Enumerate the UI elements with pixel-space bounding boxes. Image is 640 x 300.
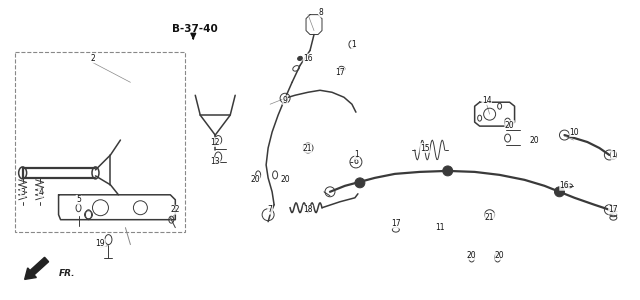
Text: B-37-40: B-37-40 [172, 24, 218, 34]
Text: 6: 6 [353, 158, 358, 166]
Text: 16: 16 [303, 54, 313, 63]
Text: 12: 12 [211, 137, 220, 146]
Text: 14: 14 [482, 96, 492, 105]
Text: 10: 10 [570, 128, 579, 136]
Text: 17: 17 [335, 68, 345, 77]
Text: 4: 4 [38, 188, 43, 197]
Text: 20: 20 [495, 251, 504, 260]
Text: 5: 5 [76, 195, 81, 204]
Text: 11: 11 [435, 223, 445, 232]
Text: 21: 21 [302, 143, 312, 152]
Text: 17: 17 [391, 219, 401, 228]
Text: 7: 7 [268, 205, 273, 214]
Text: 3: 3 [20, 188, 25, 197]
Text: 22: 22 [171, 205, 180, 214]
Circle shape [554, 187, 564, 197]
Text: 9: 9 [283, 96, 287, 105]
Bar [15, 52, 186, 232]
Text: 13: 13 [211, 158, 220, 166]
Text: 21: 21 [485, 213, 494, 222]
Circle shape [443, 166, 452, 176]
Text: 20: 20 [250, 176, 260, 184]
Text: FR.: FR. [59, 269, 75, 278]
Text: 1: 1 [351, 40, 356, 49]
Text: 17: 17 [609, 205, 618, 214]
Circle shape [355, 178, 365, 188]
Text: 20: 20 [280, 176, 290, 184]
Text: 20: 20 [467, 251, 477, 260]
Text: 20: 20 [505, 121, 515, 130]
Text: 8: 8 [319, 8, 323, 17]
Text: 19: 19 [95, 239, 106, 248]
Text: 20: 20 [530, 136, 540, 145]
Text: 1: 1 [355, 151, 359, 160]
Text: 15: 15 [420, 143, 429, 152]
Ellipse shape [298, 56, 303, 61]
Text: 16: 16 [559, 181, 570, 190]
Text: 2: 2 [90, 54, 95, 63]
FancyArrow shape [25, 257, 49, 279]
Text: 1: 1 [611, 151, 616, 160]
Text: 18: 18 [303, 205, 313, 214]
